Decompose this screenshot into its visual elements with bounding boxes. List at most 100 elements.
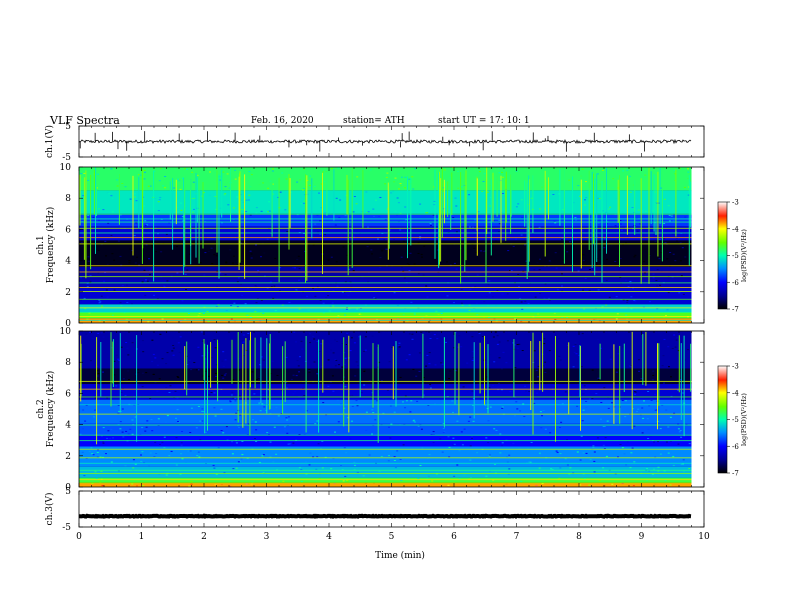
spectrogram-speckle [317, 231, 320, 233]
spectrogram-speckle [298, 395, 301, 397]
sferic-spike [510, 174, 512, 234]
spectrogram-speckle [119, 428, 122, 430]
sferic-spike [392, 346, 394, 400]
spectrogram-speckle [674, 346, 677, 348]
spectrogram-speckle [579, 195, 581, 197]
sferic-spike [568, 342, 570, 415]
spectrogram-speckle [655, 280, 658, 281]
spectrogram-speckle [152, 373, 155, 375]
spectrogram-speckle [677, 428, 680, 430]
spectrogram-speckle [499, 433, 502, 435]
spectrogram-speckle [501, 442, 504, 444]
tonal-line [79, 482, 692, 484]
y-tick-label: 5 [65, 487, 71, 497]
spectrogram-speckle [359, 233, 361, 234]
spectrogram-speckle [341, 343, 344, 344]
spectrogram-speckle [86, 286, 89, 288]
spectrogram-speckle [488, 387, 491, 389]
spectrogram-speckle [687, 168, 689, 170]
spectrogram-speckle [462, 386, 465, 388]
spectrogram-speckle [275, 453, 278, 455]
spectrogram-speckle [372, 208, 375, 210]
spectrogram-speckle [191, 242, 194, 244]
spectrogram-speckle [512, 342, 514, 344]
spectrogram-speckle [126, 347, 129, 349]
sferic-spike [136, 335, 138, 442]
spectrogram-speckle [101, 485, 104, 487]
spectrogram-speckle [619, 276, 622, 278]
spectrogram-speckle [447, 484, 450, 486]
spectrogram-speckle [308, 185, 311, 186]
spectrogram-speckle [520, 480, 523, 482]
spectrogram-speckle [176, 211, 179, 213]
spectrogram-speckle [314, 223, 317, 225]
spectrogram-speckle [428, 352, 431, 354]
spectrogram-speckle [549, 432, 552, 434]
spectrogram-speckle [624, 416, 627, 418]
spectrogram-speckle [171, 463, 174, 465]
spectrogram-speckle [356, 365, 359, 367]
spectrogram-speckle [327, 359, 330, 361]
spectrogram-speckle [184, 273, 187, 275]
spectrogram-speckle [231, 262, 234, 264]
spectrogram-speckle [343, 363, 346, 365]
spectrogram-speckle [537, 376, 540, 378]
spectrogram-speckle [515, 206, 518, 208]
sferic-spike [138, 176, 140, 229]
sferic-spike [242, 343, 244, 428]
spectrogram-speckle [489, 354, 492, 356]
spectrogram-speckle [417, 273, 420, 275]
spectrogram-speckle [325, 297, 328, 299]
spectrogram-speckle [544, 265, 547, 267]
sferic-spike [492, 172, 494, 222]
spectrogram-speckle [313, 185, 316, 187]
spectrogram-speckle [272, 461, 275, 463]
spectrogram-speckle [632, 485, 635, 487]
spectrogram-speckle [188, 485, 191, 487]
spectrogram-speckle [236, 264, 239, 266]
spectrogram-speckle [559, 359, 562, 361]
sferic-spike [645, 331, 647, 386]
spectrogram-speckle [597, 289, 600, 291]
spectrogram-speckle [561, 273, 563, 275]
spectrogram-speckle [313, 361, 316, 363]
tonal-line [79, 265, 692, 267]
spectrogram-speckle [262, 454, 265, 456]
spectrogram-speckle [603, 244, 606, 246]
spectrogram-speckle [103, 320, 106, 322]
spectrogram-speckle [83, 297, 86, 299]
spectrogram-speckle [408, 272, 411, 274]
spectrogram-speckle [475, 302, 478, 304]
spectrogram-speckle [249, 250, 252, 252]
spectrogram-speckle [351, 405, 354, 407]
spectrogram-speckle [103, 280, 106, 282]
spectrogram-speckle [151, 360, 154, 362]
spectrogram-speckle [679, 260, 682, 262]
spectrogram-speckle [192, 211, 195, 213]
spectrogram-speckle [677, 443, 680, 445]
tonal-line [79, 276, 692, 278]
spectrogram-speckle [82, 195, 84, 197]
spectrogram-speckle [455, 231, 458, 233]
sferic-spike [606, 168, 607, 254]
trace-panel-3 [79, 513, 692, 519]
spectrogram-speckle [325, 414, 328, 416]
spectrogram-speckle [229, 401, 232, 403]
y-tick-label: 4 [65, 257, 71, 267]
sferic-spike [464, 173, 466, 272]
spectrogram-speckle [201, 420, 204, 422]
spectrogram-speckle [529, 282, 532, 284]
sferic-spike [395, 341, 397, 407]
spectrogram-speckle [369, 169, 372, 171]
spectrogram-speckle [652, 374, 655, 376]
sferic-spike [239, 171, 241, 263]
spectrogram-speckle [622, 170, 625, 172]
spectrogram-speckle [190, 483, 193, 485]
spectrogram-speckle [412, 188, 415, 190]
spectrogram-speckle [97, 219, 100, 221]
spectrogram-speckle [100, 435, 103, 437]
spectrogram-speckle [330, 256, 333, 258]
spectrogram-speckle [682, 293, 685, 295]
spectrogram-speckle [334, 339, 336, 341]
spectrogram-speckle [106, 192, 109, 194]
